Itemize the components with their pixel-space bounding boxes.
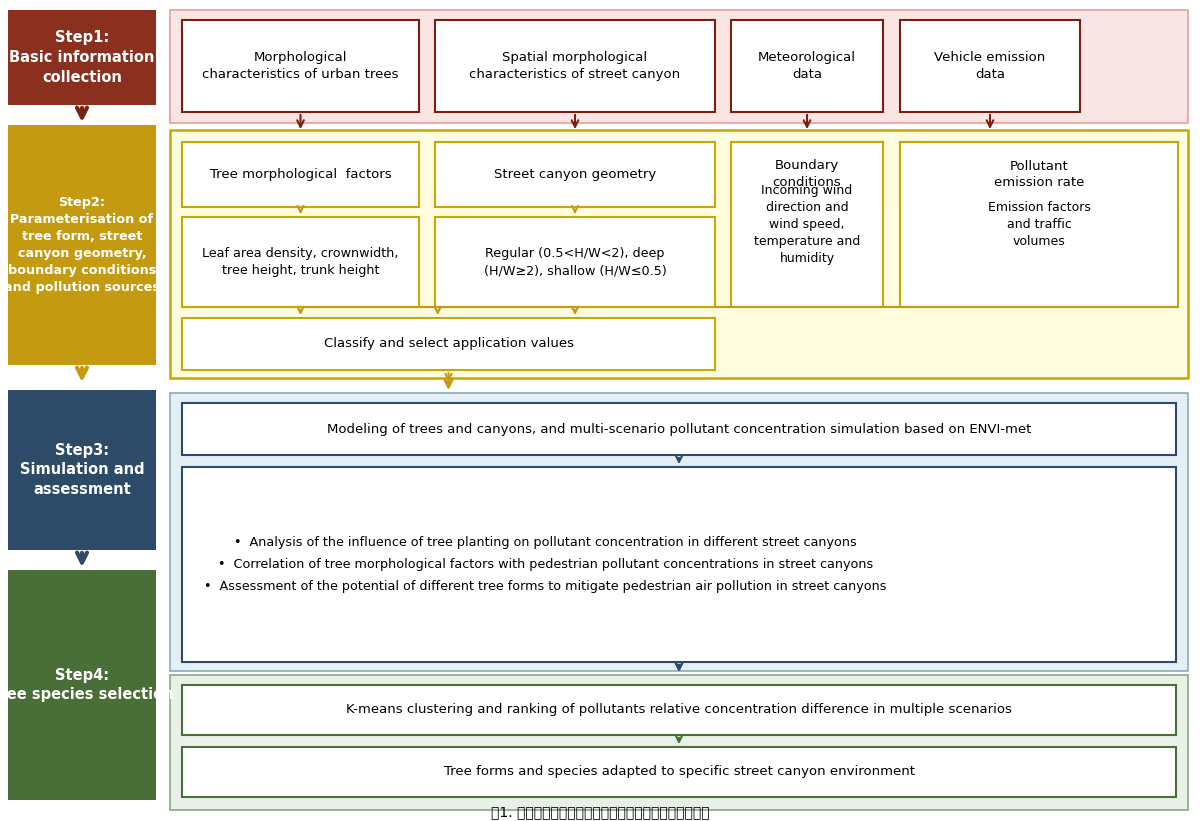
FancyBboxPatch shape xyxy=(436,20,715,112)
FancyBboxPatch shape xyxy=(170,393,1188,671)
FancyBboxPatch shape xyxy=(8,125,156,365)
FancyBboxPatch shape xyxy=(731,20,883,112)
Text: Leaf area density, crownwidth,
tree height, trunk height: Leaf area density, crownwidth, tree heig… xyxy=(203,247,398,277)
FancyBboxPatch shape xyxy=(436,142,715,207)
FancyBboxPatch shape xyxy=(8,570,156,800)
FancyBboxPatch shape xyxy=(731,142,883,307)
Text: Street canyon geometry: Street canyon geometry xyxy=(494,168,656,181)
Text: Step3:
Simulation and
assessment: Step3: Simulation and assessment xyxy=(19,443,144,498)
Text: Vehicle emission
data: Vehicle emission data xyxy=(935,51,1045,81)
FancyBboxPatch shape xyxy=(170,10,1188,123)
Text: Spatial morphological
characteristics of street canyon: Spatial morphological characteristics of… xyxy=(469,51,680,81)
Text: K-means clustering and ranking of pollutants relative concentration difference i: K-means clustering and ranking of pollut… xyxy=(346,704,1012,717)
FancyBboxPatch shape xyxy=(436,217,715,307)
Text: Tree morphological  factors: Tree morphological factors xyxy=(210,168,391,181)
Text: Incoming wind
direction and
wind speed,
temperature and
humidity: Incoming wind direction and wind speed, … xyxy=(754,184,860,265)
FancyBboxPatch shape xyxy=(170,675,1188,810)
Text: Modeling of trees and canyons, and multi-scenario pollutant concentration simula: Modeling of trees and canyons, and multi… xyxy=(326,423,1031,435)
FancyBboxPatch shape xyxy=(182,318,715,370)
Text: 图1. 降低街谷人行道空气污染物积聚的树种选择技术框架: 图1. 降低街谷人行道空气污染物积聚的树种选择技术框架 xyxy=(491,805,709,819)
Text: •  Analysis of the influence of tree planting on pollutant concentration in diff: • Analysis of the influence of tree plan… xyxy=(204,536,887,593)
FancyBboxPatch shape xyxy=(182,217,419,307)
FancyBboxPatch shape xyxy=(182,685,1176,735)
Text: Regular (0.5<H/W<2), deep
(H/W≥2), shallow (H/W≤0.5): Regular (0.5<H/W<2), deep (H/W≥2), shall… xyxy=(484,247,666,277)
FancyBboxPatch shape xyxy=(900,142,1178,307)
FancyBboxPatch shape xyxy=(900,142,1178,207)
FancyBboxPatch shape xyxy=(900,20,1080,112)
Text: Tree forms and species adapted to specific street canyon environment: Tree forms and species adapted to specif… xyxy=(444,765,914,778)
Text: Step2:
Parameterisation of
tree form, street
canyon geometry,
boundary condition: Step2: Parameterisation of tree form, st… xyxy=(4,196,160,294)
Text: Pollutant
emission rate: Pollutant emission rate xyxy=(994,159,1084,190)
FancyBboxPatch shape xyxy=(182,747,1176,797)
Text: Classify and select application values: Classify and select application values xyxy=(324,337,574,351)
FancyBboxPatch shape xyxy=(182,20,419,112)
Text: Step4:
Tree species selection: Step4: Tree species selection xyxy=(0,667,173,703)
FancyBboxPatch shape xyxy=(731,142,883,207)
FancyBboxPatch shape xyxy=(182,403,1176,455)
Text: Step1:
Basic information
collection: Step1: Basic information collection xyxy=(10,30,155,85)
Text: Emission factors
and traffic
volumes: Emission factors and traffic volumes xyxy=(988,201,1091,248)
FancyBboxPatch shape xyxy=(182,467,1176,662)
FancyBboxPatch shape xyxy=(182,142,419,207)
Text: Boundary
conditions: Boundary conditions xyxy=(773,159,841,190)
FancyBboxPatch shape xyxy=(8,10,156,105)
Text: Morphological
characteristics of urban trees: Morphological characteristics of urban t… xyxy=(203,51,398,81)
FancyBboxPatch shape xyxy=(170,130,1188,378)
Text: Meteorological
data: Meteorological data xyxy=(758,51,856,81)
FancyBboxPatch shape xyxy=(8,390,156,550)
